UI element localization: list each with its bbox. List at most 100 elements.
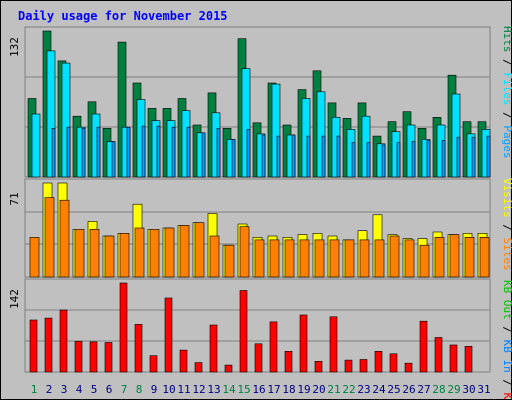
bar-kb-f-day-18 [284,350,293,373]
legend-entry: / [501,320,512,340]
x-tick-label: 21 [327,383,340,396]
y-max-label: 71 [8,192,21,205]
x-tick-label: 19 [297,383,310,396]
bar-pages-day-7 [126,126,131,178]
bar-sites-day-12 [194,222,205,278]
bar-pages-day-24 [381,144,386,178]
legend-entry: Sites [501,238,512,271]
legend-entry: KB F [501,393,512,400]
bar-kb-f-day-26 [404,362,413,373]
bar-pages-day-10 [171,126,176,178]
bar-sites-day-7 [119,233,130,278]
x-tick-label: 17 [267,383,280,396]
bar-sites-day-9 [149,229,160,278]
x-tick-label: 25 [387,383,400,396]
legend-entry: / [501,373,512,393]
bar-files-day-3 [61,62,71,178]
bar-pages-day-4 [81,128,86,178]
x-tick-label: 27 [417,383,430,396]
bar-pages-day-17 [276,135,281,178]
bar-sites-day-16 [254,239,265,278]
x-tick-label: 20 [312,383,325,396]
bar-pages-day-8 [141,125,146,178]
bar-kb-f-day-29 [449,344,458,373]
bar-kb-f-day-20 [314,360,323,373]
x-tick-label: 26 [402,383,415,396]
bar-sites-day-10 [164,227,175,278]
bar-files-day-1 [31,113,41,178]
bar-sites-day-11 [179,225,190,278]
bar-pages-day-23 [366,142,371,178]
bar-sites-day-30 [464,237,475,278]
bar-files-day-29 [451,93,461,178]
bar-sites-day-13 [209,235,220,278]
x-tick-label: 11 [177,383,190,396]
bar-kb-f-day-28 [434,337,443,373]
bar-kb-f-day-7 [119,282,128,373]
legend-entry: / [501,53,512,73]
bar-kb-f-day-27 [419,320,428,373]
bar-sites-day-18 [284,239,295,278]
bar-pages-day-2 [51,128,56,178]
bar-kb-f-day-23 [359,359,368,373]
bar-kb-f-day-19 [299,314,308,373]
bar-sites-day-6 [104,235,115,278]
bar-kb-f-day-12 [194,362,203,373]
bar-sites-day-31 [479,237,490,278]
chart-title: Daily usage for November 2015 [18,9,228,23]
bar-files-day-20 [316,91,326,178]
side-legends: Hits / Files / Pages Visits / Sites KB Out… [501,26,512,400]
x-tick-label: 22 [342,383,355,396]
bar-kb-f-day-9 [149,355,158,373]
bar-pages-day-21 [336,135,341,178]
bar-pages-day-9 [156,125,161,178]
bar-sites-day-20 [314,239,325,278]
legend-entry: / [501,106,512,126]
x-tick-label: 30 [462,383,475,396]
panel-2: 71 [8,178,491,278]
x-tick-label: 10 [162,383,175,396]
bar-pages-day-14 [231,139,236,178]
bar-sites-day-23 [359,239,370,278]
x-tick-label: 31 [477,383,490,396]
bar-pages-day-22 [351,142,356,178]
bar-sites-day-19 [299,239,310,278]
bar-sites-day-5 [89,229,100,278]
bar-files-day-15 [241,68,251,178]
x-tick-label: 18 [282,383,295,396]
bar-pages-day-12 [201,132,206,178]
legend-entry: KB Out [501,280,512,320]
x-tick-label: 1 [31,383,38,396]
bar-pages-day-15 [246,129,251,178]
bar-pages-day-5 [96,126,101,178]
x-tick-label: 12 [192,383,205,396]
x-tick-label: 29 [447,383,460,396]
bar-kb-f-day-16 [254,343,263,373]
bar-kb-f-day-4 [74,340,83,373]
bar-pages-day-18 [291,134,296,178]
bar-pages-day-13 [216,128,221,178]
bar-sites-day-1 [29,237,40,278]
bar-pages-day-30 [471,136,476,178]
x-tick-label: 4 [76,383,83,396]
bar-sites-day-2 [44,197,55,278]
bar-kb-f-day-13 [209,324,218,373]
bar-pages-day-28 [441,140,446,178]
bar-files-day-17 [271,83,281,178]
legend-entry: KB In [501,340,512,373]
x-tick-label: 24 [372,383,386,396]
bar-sites-day-14 [224,244,235,278]
bar-kb-f-day-17 [269,321,278,373]
bar-kb-f-day-22 [344,359,353,373]
bar-kb-f-day-15 [239,290,248,373]
x-tick-label: 15 [237,383,250,396]
x-tick-label: 28 [432,383,445,396]
panel-3: 142 [8,278,491,373]
x-tick-label: 2 [46,383,53,396]
bar-kb-f-day-1 [29,319,38,373]
x-tick-label: 5 [91,383,98,396]
bar-pages-day-11 [186,126,191,178]
bar-pages-day-20 [321,135,326,178]
side-legend-middle: Visits / Sites [501,178,512,271]
